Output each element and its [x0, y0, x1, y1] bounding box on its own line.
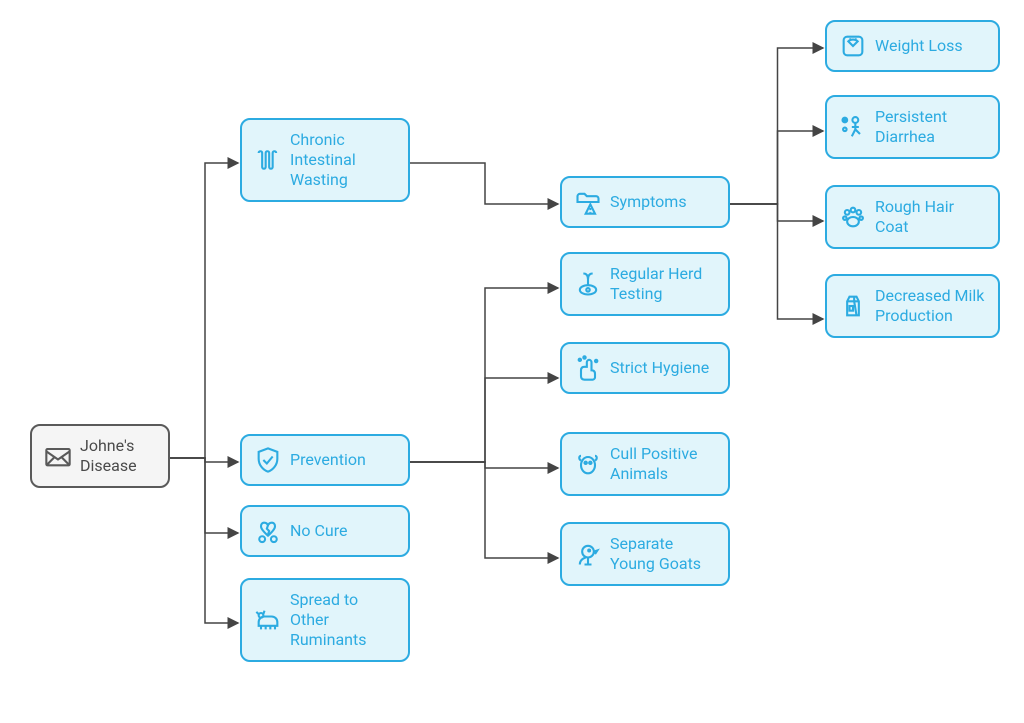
- node-label: No Cure: [290, 521, 348, 541]
- node-label: Cull Positive Animals: [610, 444, 716, 484]
- node-label: Decreased Milk Production: [875, 286, 986, 326]
- node-label: Prevention: [290, 450, 366, 470]
- node-weight-loss: Weight Loss: [825, 20, 1000, 72]
- node-label: Weight Loss: [875, 36, 963, 56]
- node-diarrhea: Persistent Diarrhea: [825, 95, 1000, 159]
- node-regular-testing: Regular Herd Testing: [560, 252, 730, 316]
- heart-break-icon: [254, 517, 282, 545]
- node-spread: Spread to Other Ruminants: [240, 578, 410, 662]
- intestine-icon: [254, 146, 282, 174]
- node-prevention: Prevention: [240, 434, 410, 486]
- cow-icon: [254, 606, 282, 634]
- node-label: Strict Hygiene: [610, 358, 709, 378]
- sheep-icon: [574, 450, 602, 478]
- sick-person-icon: [839, 113, 867, 141]
- node-separate: Separate Young Goats: [560, 522, 730, 586]
- node-coat: Rough Hair Coat: [825, 185, 1000, 249]
- node-label: Chronic Intestinal Wasting: [290, 130, 396, 190]
- node-no-cure: No Cure: [240, 505, 410, 557]
- paw-icon: [839, 203, 867, 231]
- folder-warning-icon: [574, 188, 602, 216]
- node-label: Spread to Other Ruminants: [290, 590, 396, 650]
- node-milk: Decreased Milk Production: [825, 274, 1000, 338]
- node-symptoms: Symptoms: [560, 176, 730, 228]
- shield-check-icon: [254, 446, 282, 474]
- chick-icon: [574, 540, 602, 568]
- node-chronic-intestinal-wasting: Chronic Intestinal Wasting: [240, 118, 410, 202]
- hand-wash-icon: [574, 354, 602, 382]
- node-label: Rough Hair Coat: [875, 197, 986, 237]
- envelope-icon: [44, 442, 72, 470]
- node-hygiene: Strict Hygiene: [560, 342, 730, 394]
- node-root: Johne's Disease: [30, 424, 170, 488]
- node-label: Separate Young Goats: [610, 534, 716, 574]
- scale-icon: [839, 32, 867, 60]
- node-label: Symptoms: [610, 192, 687, 212]
- plant-eye-icon: [574, 270, 602, 298]
- node-label: Johne's Disease: [80, 436, 156, 476]
- node-label: Persistent Diarrhea: [875, 107, 986, 147]
- milk-carton-icon: [839, 292, 867, 320]
- node-cull: Cull Positive Animals: [560, 432, 730, 496]
- node-label: Regular Herd Testing: [610, 264, 716, 304]
